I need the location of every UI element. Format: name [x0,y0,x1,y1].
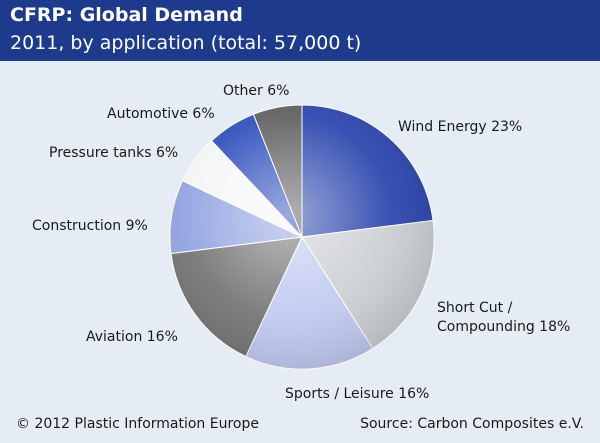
copyright-note: © 2012 Plastic Information Europe [16,416,259,432]
slice-label: Pressure tanks 6% [49,145,178,161]
chart-header: CFRP: Global Demand 2011, by application… [0,0,600,61]
pie-labels: Wind Energy 23% Short Cut / Compounding 18… [32,83,570,402]
chart-title: CFRP: Global Demand [10,4,243,26]
slice-label: Construction 9% [32,218,148,234]
pie-slices [169,104,435,370]
slice-label: Wind Energy 23% [398,119,522,135]
slice-label: Other 6% [223,83,289,99]
source-note: Source: Carbon Composites e.V. [360,416,584,432]
slice-label: Aviation 16% [86,329,178,345]
slice-label: Automotive 6% [107,106,215,122]
slice-label: Short Cut / Compounding 18% [437,300,570,335]
chart-subtitle: 2011, by application (total: 57,000 t) [10,32,362,54]
slice-label: Sports / Leisure 16% [285,386,429,402]
